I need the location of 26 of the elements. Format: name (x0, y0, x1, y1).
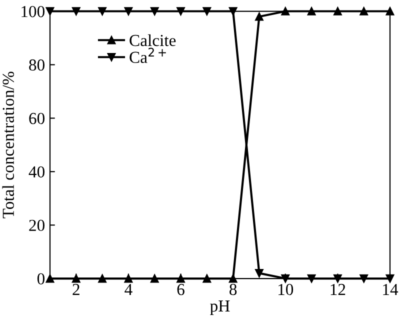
x-tick-label: 14 (383, 284, 398, 295)
point (46, 7, 54, 16)
y-tick-label: 20 (29, 220, 45, 232)
x-tick-label: 2 (72, 284, 80, 295)
x-tick-label: 10 (278, 284, 294, 296)
point (255, 12, 264, 21)
legend-label: Calcite (130, 34, 176, 46)
x-tick-label: 6 (177, 284, 184, 296)
y-axis-title: Total concentration/% (2, 72, 14, 218)
x-tick-label: 8 (230, 284, 237, 296)
point (281, 274, 290, 283)
point (255, 269, 264, 278)
x-axis-title: pH (210, 300, 230, 316)
point (228, 274, 238, 283)
point (124, 274, 133, 283)
x-tick-label: 4 (124, 284, 132, 295)
x-tick-label: 12 (330, 284, 346, 295)
point (176, 7, 185, 16)
y-tick-label: 80 (29, 59, 45, 71)
y-tick-label: 40 (28, 166, 45, 178)
y-tick-label: 0 (37, 273, 45, 284)
legend-label: Ca$^{2+}$ (130, 48, 166, 63)
y-tick-label: 100 (22, 6, 45, 18)
y-tick-label: 60 (29, 112, 45, 124)
point (176, 274, 185, 283)
point (72, 274, 80, 283)
